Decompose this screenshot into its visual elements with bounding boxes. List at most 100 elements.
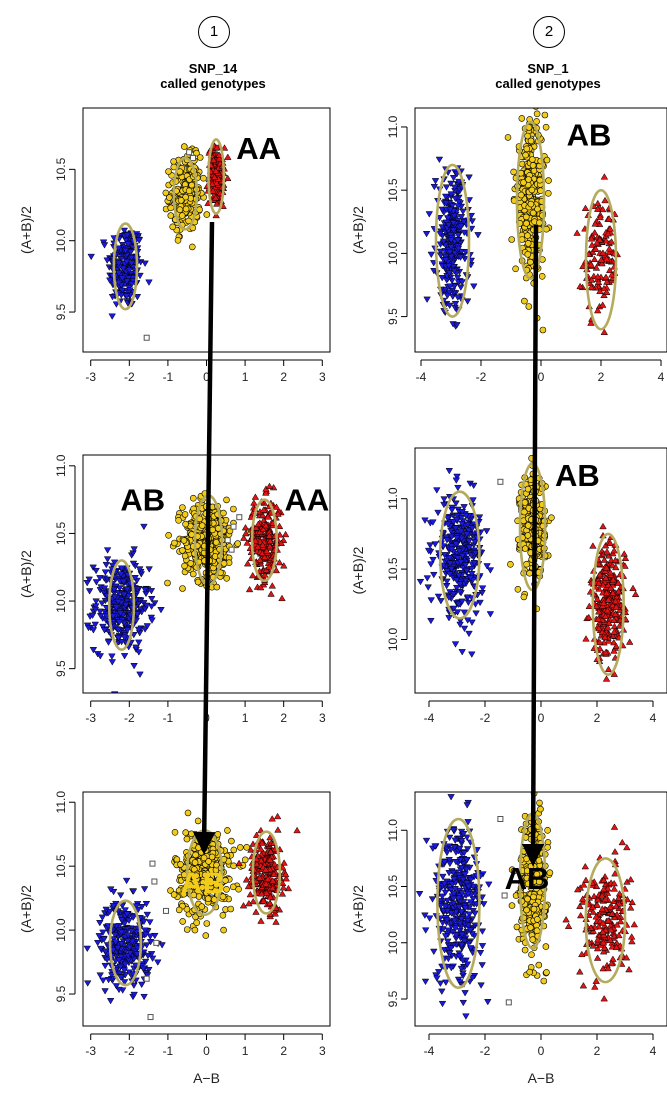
point-bb — [462, 1013, 470, 1020]
point-bb — [461, 871, 469, 878]
point-bb — [463, 298, 472, 305]
point-ab — [514, 585, 522, 593]
x-tick-label: 0 — [203, 1044, 210, 1058]
point-aa — [224, 153, 232, 160]
point-bb — [441, 889, 450, 897]
point-bb — [454, 294, 462, 301]
point-bb — [100, 627, 109, 634]
point-aa — [576, 911, 585, 919]
point-aa — [268, 884, 277, 892]
point-bb — [471, 910, 479, 917]
point-aa — [273, 812, 282, 820]
point-aa — [603, 606, 612, 614]
x-tick-label: 2 — [594, 1044, 601, 1058]
point-ab — [220, 509, 227, 517]
point-bb — [140, 993, 148, 1001]
point-bb — [454, 601, 463, 608]
y-axis-title: (A+B)/2 — [350, 546, 366, 594]
point-bb — [446, 560, 454, 567]
point-ab — [194, 817, 202, 825]
point-aa — [596, 287, 604, 295]
point-ab — [170, 158, 177, 165]
point-bb — [453, 780, 460, 786]
point-ab — [200, 174, 207, 182]
point-aa — [602, 574, 610, 581]
point-bb — [445, 468, 454, 475]
point-ab — [539, 326, 547, 334]
point-bb — [445, 594, 453, 601]
point-bb — [452, 477, 461, 484]
point-bb — [423, 575, 432, 582]
point-bb — [452, 584, 461, 592]
point-bb — [117, 639, 126, 646]
x-tick-label: 4 — [658, 370, 665, 384]
point-bb — [100, 585, 109, 592]
y-tick-label: 10.5 — [54, 521, 68, 545]
point-aa — [600, 291, 608, 299]
cluster-bb — [83, 523, 165, 693]
point-bb — [151, 600, 159, 607]
y-tick-label: 9.5 — [386, 308, 400, 325]
point-aa — [256, 583, 265, 591]
point-aa — [593, 595, 602, 602]
point-aa — [605, 215, 613, 222]
point-bb — [469, 482, 478, 490]
point-aa — [262, 566, 271, 573]
column-1-title-sub: called genotypes — [160, 76, 266, 91]
point-aa — [604, 624, 612, 631]
point-aa — [628, 898, 636, 906]
point-ab — [209, 526, 216, 534]
point-aa — [600, 284, 608, 292]
point-aa — [212, 211, 220, 219]
point-bb — [146, 919, 154, 926]
point-bb — [464, 883, 473, 891]
point-bb — [115, 260, 123, 267]
point-aa — [212, 167, 220, 174]
point-aa — [600, 328, 609, 335]
point-ab — [223, 574, 230, 582]
point-ab — [207, 876, 214, 884]
point-bb — [449, 827, 458, 834]
point-aa — [208, 180, 217, 187]
point-aa — [242, 876, 251, 883]
point-bb — [443, 537, 451, 544]
point-bb — [107, 886, 115, 893]
point-aa — [601, 873, 609, 880]
point-bb — [443, 292, 452, 300]
point-ab — [182, 520, 189, 528]
point-bb — [443, 908, 452, 915]
point-bb — [148, 617, 156, 624]
point-ab — [198, 903, 206, 910]
point-aa — [254, 543, 262, 550]
point-unassigned — [497, 816, 504, 822]
x-tick-label: 2 — [280, 370, 287, 384]
point-aa — [629, 584, 637, 592]
y-tick-label: 11.0 — [386, 487, 400, 510]
point-aa — [594, 199, 602, 207]
point-bb — [444, 222, 453, 229]
point-aa — [262, 889, 271, 896]
point-bb — [133, 611, 142, 618]
point-ab — [165, 168, 172, 175]
point-bb — [93, 939, 102, 947]
point-bb — [427, 561, 435, 568]
point-ab — [223, 885, 230, 893]
point-bb — [434, 969, 443, 976]
point-ab — [529, 162, 537, 169]
point-aa — [610, 628, 618, 635]
point-ab — [536, 799, 543, 807]
point-bb — [438, 893, 447, 900]
point-bb — [447, 244, 455, 251]
point-aa — [613, 921, 621, 928]
y-axis-title: (A+B)/2 — [18, 550, 34, 598]
x-tick-label: 3 — [319, 370, 326, 384]
point-ab — [524, 251, 532, 258]
point-aa — [612, 642, 621, 650]
point-aa — [587, 235, 596, 242]
cluster-ellipse-bb — [107, 559, 136, 652]
point-ab — [527, 258, 534, 266]
point-ab — [195, 844, 202, 851]
point-ab — [230, 846, 238, 854]
point-aa — [601, 612, 610, 620]
point-ab — [533, 885, 540, 893]
